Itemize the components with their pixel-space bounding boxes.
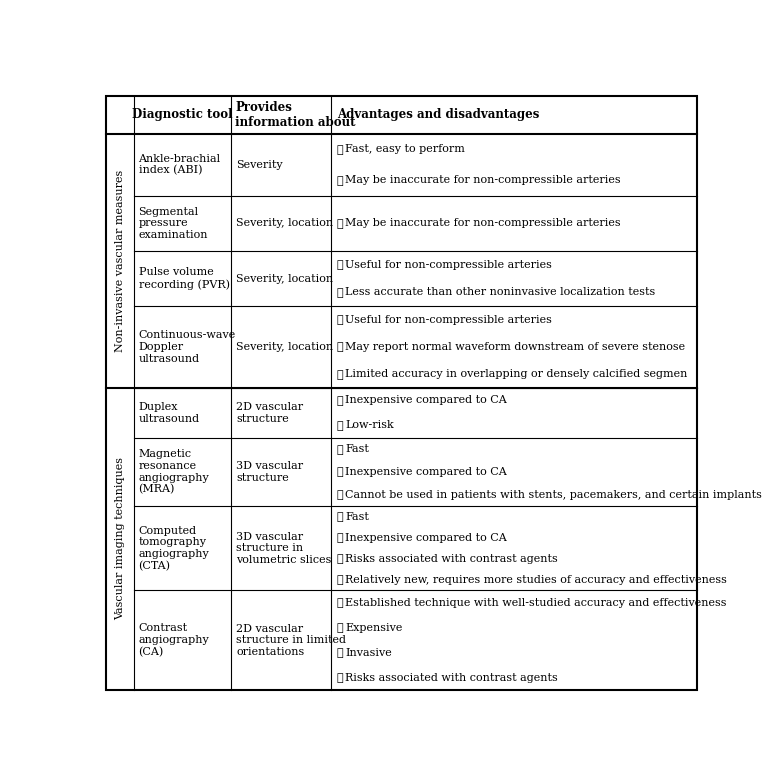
Text: Inexpensive compared to CA: Inexpensive compared to CA — [346, 395, 507, 405]
Text: Expensive: Expensive — [346, 622, 403, 633]
Text: Cannot be used in patients with stents, pacemakers, and certain implants: Cannot be used in patients with stents, … — [346, 490, 762, 499]
Text: Duplex
ultrasound: Duplex ultrasound — [139, 402, 200, 424]
Text: Useful for non-compressible arteries: Useful for non-compressible arteries — [346, 315, 553, 325]
Text: ✓: ✓ — [337, 259, 343, 270]
Text: Less accurate than other noninvasive localization tests: Less accurate than other noninvasive loc… — [346, 287, 655, 298]
Text: May be inaccurate for non-compressible arteries: May be inaccurate for non-compressible a… — [346, 175, 621, 185]
Text: May be inaccurate for non-compressible arteries: May be inaccurate for non-compressible a… — [346, 218, 621, 228]
Text: Inexpensive compared to CA: Inexpensive compared to CA — [346, 533, 507, 543]
Text: ✓: ✓ — [337, 143, 343, 155]
Text: Diagnostic tool: Diagnostic tool — [132, 108, 233, 122]
Text: Invasive: Invasive — [346, 648, 392, 657]
Text: Segmental
pressure
examination: Segmental pressure examination — [139, 206, 208, 240]
Text: Provides
information about: Provides information about — [235, 100, 356, 129]
Text: ✗: ✗ — [337, 368, 343, 379]
Text: Pulse volume
recording (PVR): Pulse volume recording (PVR) — [139, 267, 230, 290]
Text: ✓: ✓ — [337, 597, 343, 608]
Text: Magnetic
resonance
angiography
(MRA): Magnetic resonance angiography (MRA) — [139, 449, 209, 495]
Text: ✗: ✗ — [337, 647, 343, 658]
Text: ✗: ✗ — [337, 622, 343, 633]
Text: Established technique with well-studied accuracy and effectiveness: Established technique with well-studied … — [346, 597, 727, 608]
Text: Ankle-brachial
index (ABI): Ankle-brachial index (ABI) — [139, 153, 220, 176]
Text: Limited accuracy in overlapping or densely calcified segmen: Limited accuracy in overlapping or dense… — [346, 369, 688, 379]
Text: ✗: ✗ — [337, 218, 343, 229]
Text: Severity, location: Severity, location — [236, 218, 333, 228]
Text: 2D vascular
structure in limited
orientations: 2D vascular structure in limited orienta… — [236, 624, 346, 657]
Text: ✓: ✓ — [337, 532, 343, 543]
Text: ✓: ✓ — [337, 420, 343, 431]
Text: ✗: ✗ — [337, 341, 343, 352]
Text: Severity, location: Severity, location — [236, 273, 333, 284]
Text: ✗: ✗ — [337, 553, 343, 564]
Text: Low-risk: Low-risk — [346, 420, 394, 430]
Text: Severity: Severity — [236, 160, 283, 170]
Text: ✗: ✗ — [337, 574, 343, 585]
Text: Contrast
angiography
(CA): Contrast angiography (CA) — [139, 623, 209, 657]
Text: ✗: ✗ — [337, 287, 343, 298]
Text: Vascular imaging techniques: Vascular imaging techniques — [115, 457, 125, 621]
Text: ✗: ✗ — [337, 489, 343, 500]
Text: Fast, easy to perform: Fast, easy to perform — [346, 144, 466, 154]
Text: Inexpensive compared to CA: Inexpensive compared to CA — [346, 467, 507, 477]
Text: Risks associated with contrast agents: Risks associated with contrast agents — [346, 673, 558, 682]
Text: ✗: ✗ — [337, 174, 343, 185]
Text: ✗: ✗ — [337, 672, 343, 683]
Text: 3D vascular
structure: 3D vascular structure — [236, 461, 303, 483]
Text: Severity, location: Severity, location — [236, 342, 333, 352]
Text: ✓: ✓ — [337, 467, 343, 478]
Text: Advantages and disadvantages: Advantages and disadvantages — [337, 108, 539, 122]
Text: ✓: ✓ — [337, 314, 343, 326]
Text: May report normal waveform downstream of severe stenose: May report normal waveform downstream of… — [346, 342, 685, 352]
Text: 2D vascular
structure: 2D vascular structure — [236, 402, 303, 424]
Text: Non-invasive vascular measures: Non-invasive vascular measures — [115, 170, 125, 352]
Text: Fast: Fast — [346, 512, 369, 522]
Text: ✓: ✓ — [337, 395, 343, 406]
Text: Relatively new, requires more studies of accuracy and effectiveness: Relatively new, requires more studies of… — [346, 575, 728, 585]
Text: Fast: Fast — [346, 444, 369, 454]
Text: ✓: ✓ — [337, 511, 343, 522]
Text: ✓: ✓ — [337, 443, 343, 455]
Text: Risks associated with contrast agents: Risks associated with contrast agents — [346, 554, 558, 564]
Text: Continuous-wave
Doppler
ultrasound: Continuous-wave Doppler ultrasound — [139, 330, 236, 364]
Text: 3D vascular
structure in
volumetric slices: 3D vascular structure in volumetric slic… — [236, 531, 332, 565]
Text: Computed
tomography
angiography
(CTA): Computed tomography angiography (CTA) — [139, 526, 209, 571]
Text: Useful for non-compressible arteries: Useful for non-compressible arteries — [346, 259, 553, 270]
